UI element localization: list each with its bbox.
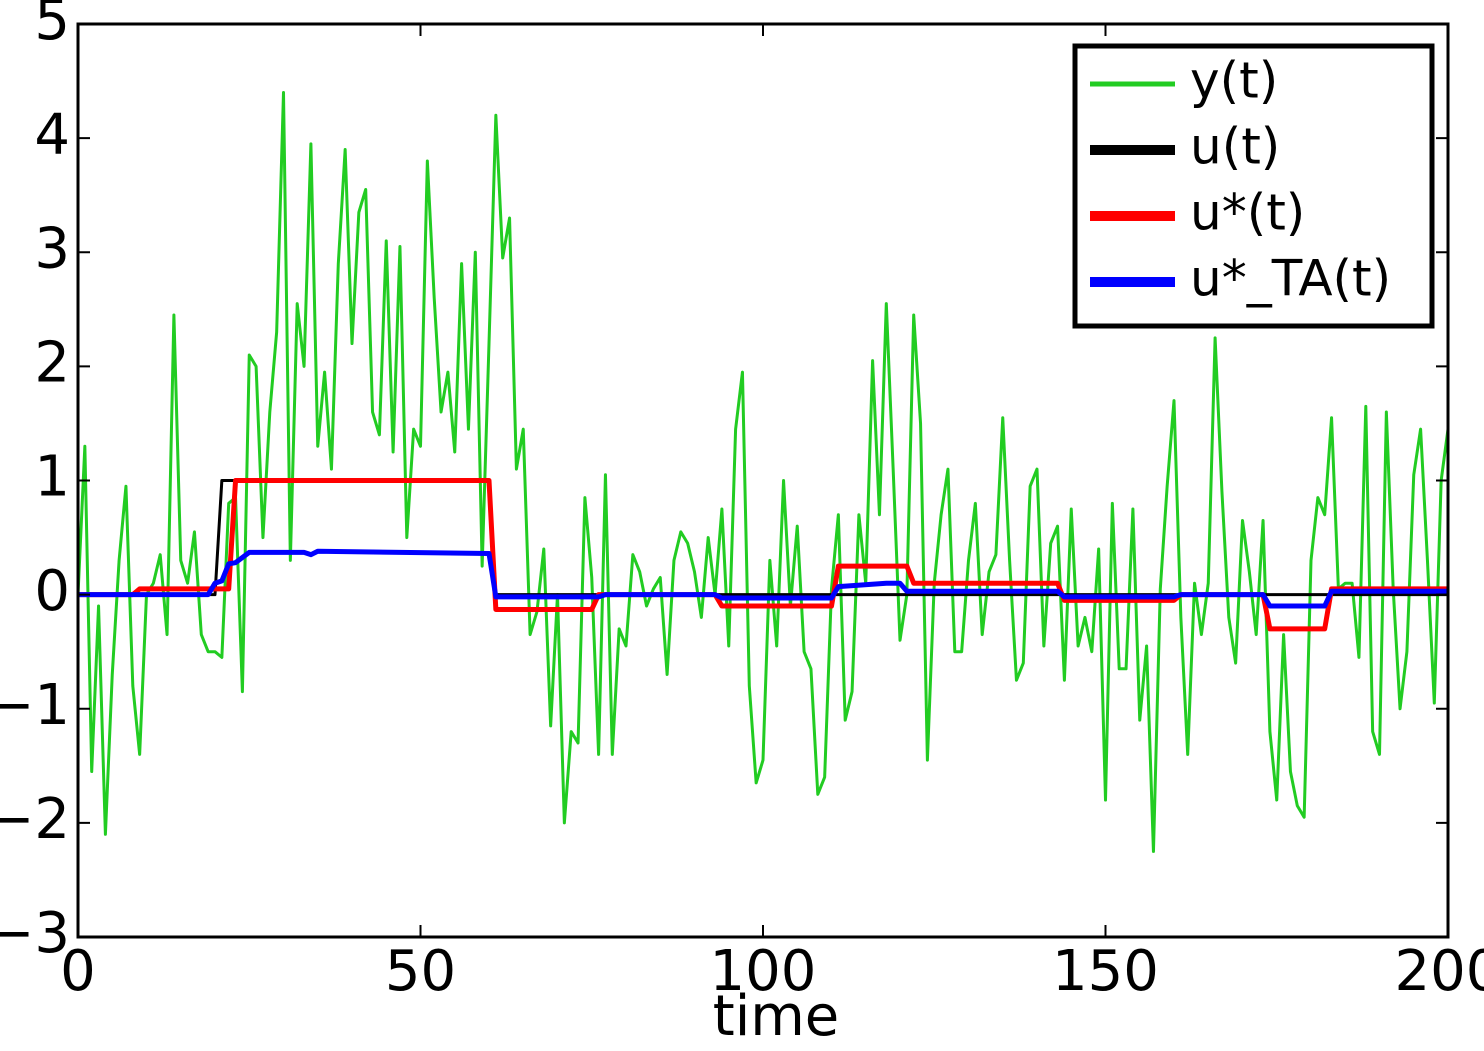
y-tick-label: 0 (34, 559, 70, 624)
x-tick-label: 150 (1052, 939, 1159, 1004)
y-tick-label: −2 (0, 787, 70, 852)
legend: y(t) u(t) u*(t) u*_TA(t) (1072, 43, 1435, 329)
legend-label: u(t) (1190, 118, 1280, 176)
y-tick-label: 3 (34, 216, 70, 281)
x-tick-label: 50 (385, 939, 456, 1004)
y-tick-label: −3 (0, 901, 70, 966)
x-tick-label: 0 (60, 939, 96, 1004)
data-line (78, 90, 1448, 853)
x-tick-label: 100 (710, 939, 817, 1004)
data-line (78, 548, 1448, 609)
y-tick-label: 1 (34, 445, 70, 510)
legend-label: u*_TA(t) (1190, 250, 1391, 308)
y-tick-label: 5 (34, 0, 70, 53)
x-axis-label: time (713, 984, 840, 1049)
y-tick-label: 2 (34, 331, 70, 396)
y-tick-label: 4 (34, 102, 70, 167)
x-tick-label: 200 (1395, 939, 1484, 1004)
legend-label: u*(t) (1190, 184, 1305, 242)
y-tick-label: −1 (0, 673, 70, 738)
legend-label: y(t) (1190, 52, 1278, 110)
